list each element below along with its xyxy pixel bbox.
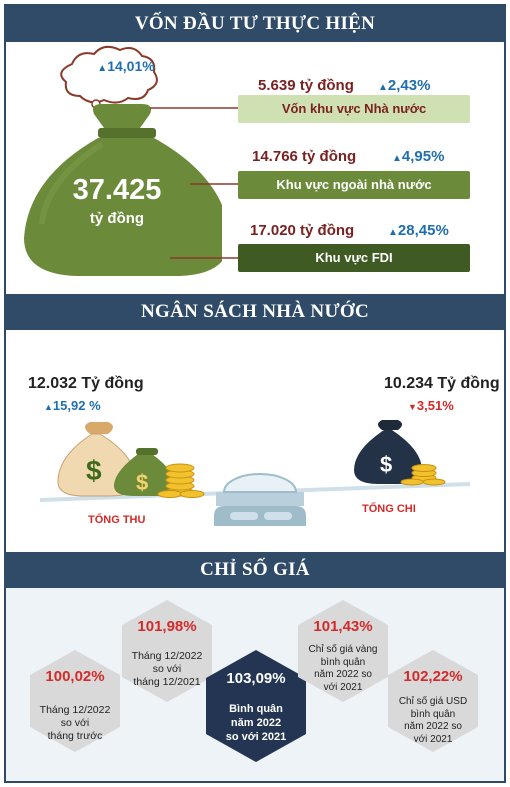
hexagon-shape: [122, 600, 212, 702]
revenue-value: 12.032 Tỷ đồng: [28, 375, 144, 392]
arrow-up-icon: ▲: [44, 402, 53, 412]
state-investment-bar: Vốn khu vực Nhà nước: [238, 95, 470, 123]
price-card-gold: 101,43% Chỉ số giá vàng bình quân năm 2022…: [296, 598, 390, 704]
price-card-cpi-month: 100,02% Tháng 12/2022 so với tháng trước: [28, 648, 122, 754]
hexagon-shape: [388, 650, 478, 752]
expense-value: 10.234 Tỷ đồng: [384, 375, 500, 392]
hexagon-shape: [30, 650, 120, 752]
money-bag-icon: [24, 45, 222, 276]
price-card-description: Chỉ số giá USD bình quân năm 2022 so với 20…: [398, 696, 468, 745]
total-investment-value: 37.425: [72, 174, 162, 206]
hexagon-shape: [298, 600, 388, 702]
total-growth-value: 14,01%: [107, 58, 155, 74]
arrow-down-icon: ▼: [408, 402, 417, 412]
svg-text:$: $: [136, 470, 148, 495]
price-section-title: CHỈ SỐ GIÁ: [4, 552, 506, 588]
price-card-value: 101,43%: [313, 618, 373, 635]
arrow-up-icon: ▲: [392, 153, 402, 164]
nonstate-investment-bar: Khu vực ngoài nhà nước: [238, 171, 470, 199]
arrow-up-icon: ▲: [378, 82, 388, 93]
price-card-value: 100,02%: [45, 668, 105, 685]
revenue-label: TỔNG THU: [88, 514, 146, 526]
svg-text:$: $: [86, 455, 102, 486]
budget-section-title: NGÂN SÁCH NHÀ NƯỚC: [4, 294, 506, 330]
price-card-description: Chỉ số giá vàng bình quân năm 2022 so với 2…: [308, 644, 378, 693]
hexagon-shape: [206, 650, 306, 762]
connector-lines: [150, 104, 246, 262]
price-card-cpi-average: 103,09% Bình quân năm 2022 so với 2021: [204, 648, 308, 764]
balance-scale-icon: $ $ $: [40, 420, 470, 526]
revenue-growth: ▲15,92 %: [44, 398, 101, 413]
price-card-value: 101,98%: [137, 618, 197, 635]
nonstate-investment-growth: ▲4,95%: [392, 148, 445, 165]
price-card-description: Tháng 12/2022 so với tháng 12/2021: [131, 650, 203, 688]
price-card-value: 103,09%: [226, 670, 286, 687]
arrow-up-icon: ▲: [97, 63, 108, 74]
expense-growth: ▼3,51%: [408, 398, 454, 413]
total-investment-unit: tỷ đồng: [89, 210, 145, 227]
svg-text:$: $: [380, 452, 392, 477]
price-card-value: 102,22%: [403, 668, 463, 685]
price-card-description: Tháng 12/2022 so với tháng trước: [39, 704, 111, 742]
expense-label: TỔNG CHI: [362, 503, 416, 515]
price-card-cpi-year: 101,98% Tháng 12/2022 so với tháng 12/2021: [120, 598, 214, 704]
nonstate-investment-amount: 14.766 tỷ đồng: [252, 148, 357, 165]
state-investment-growth: ▲2,43%: [378, 77, 431, 94]
total-growth-badge: ▲14,01%: [86, 58, 166, 74]
investment-section-title: VỐN ĐẦU TƯ THỰC HIỆN: [4, 6, 506, 42]
state-investment-amount: 5.639 tỷ đồng: [258, 77, 354, 94]
fdi-investment-growth: ▲28,45%: [388, 222, 449, 239]
arrow-up-icon: ▲: [388, 227, 398, 238]
price-card-usd: 102,22% Chỉ số giá USD bình quân năm 2022 …: [386, 648, 480, 754]
price-card-description: Bình quân năm 2022 so với 2021: [225, 703, 287, 743]
fdi-investment-bar: Khu vực FDI: [238, 244, 470, 272]
fdi-investment-amount: 17.020 tỷ đồng: [250, 222, 355, 239]
